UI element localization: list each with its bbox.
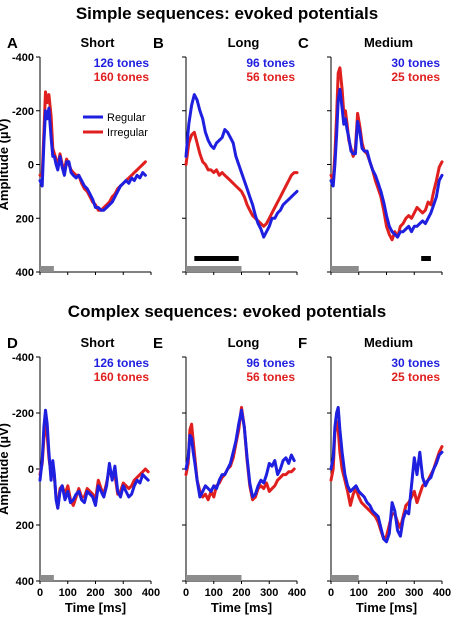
x-tick-label: 100 [205, 587, 223, 599]
series-line-irregular [184, 130, 299, 228]
panel-title: Long [228, 35, 260, 50]
x-axis-label: Time [ms] [211, 600, 272, 615]
y-tick-label: 0 [28, 160, 34, 172]
series-line-regular [329, 405, 444, 544]
panel-title: Long [228, 335, 260, 350]
count-irregular: 25 tones [391, 370, 440, 384]
panel-letter: C [298, 35, 309, 52]
x-tick-label: 0 [183, 587, 189, 599]
y-tick-label: -400 [12, 52, 34, 64]
stimulus-bar [40, 575, 54, 581]
panel-title: Medium [364, 35, 413, 50]
series-line-regular [38, 408, 150, 510]
y-axis-label: Amplitude (µV) [0, 423, 11, 515]
panel-title: Medium [364, 335, 413, 350]
y-tick-label: 400 [16, 267, 34, 279]
stimulus-bar [40, 266, 54, 272]
y-tick-label: -400 [12, 352, 34, 364]
x-tick-label: 300 [405, 587, 423, 599]
y-axis-label: Amplitude (µV) [0, 119, 11, 211]
legend-label-regular: Regular [107, 112, 146, 124]
y-tick-label: 400 [16, 576, 34, 588]
panel-letter: A [7, 35, 18, 52]
count-regular: 30 tones [391, 356, 440, 370]
x-tick-label: 200 [86, 587, 104, 599]
stimulus-bar [331, 575, 359, 581]
x-tick-label: 200 [377, 587, 395, 599]
legend-label-irregular: Irregular [107, 127, 148, 139]
count-irregular: 160 tones [94, 370, 150, 384]
panel-letter: E [153, 335, 163, 352]
x-tick-label: 300 [260, 587, 278, 599]
panel-letter: F [298, 335, 307, 352]
series-line-regular [184, 93, 299, 239]
count-regular: 30 tones [391, 56, 440, 70]
significance-bar [421, 256, 431, 261]
count-irregular: 160 tones [94, 70, 150, 84]
count-regular: 96 tones [246, 356, 295, 370]
x-axis-label: Time [ms] [356, 600, 417, 615]
stimulus-bar [331, 266, 359, 272]
y-tick-label: 0 [28, 464, 34, 476]
panel-letter: B [153, 35, 164, 52]
y-tick-label: -200 [12, 106, 34, 118]
count-irregular: 56 tones [246, 70, 295, 84]
x-tick-label: 200 [232, 587, 250, 599]
significance-bar [194, 256, 239, 261]
x-axis-label: Time [ms] [65, 600, 126, 615]
x-tick-label: 300 [114, 587, 132, 599]
panel-letter: D [7, 335, 18, 352]
count-regular: 126 tones [94, 56, 150, 70]
series-line-regular [38, 106, 147, 212]
panel-title: Short [81, 35, 116, 50]
series-line-irregular [329, 66, 444, 242]
section-title-simple: Simple sequences: evoked potentials [76, 4, 378, 23]
x-tick-label: 100 [59, 587, 77, 599]
count-irregular: 56 tones [246, 370, 295, 384]
x-tick-label: 100 [350, 587, 368, 599]
stimulus-bar [186, 575, 242, 581]
x-tick-label: 400 [142, 587, 160, 599]
count-irregular: 25 tones [391, 70, 440, 84]
y-tick-label: 200 [16, 520, 34, 532]
series-line-irregular [38, 90, 147, 212]
count-regular: 96 tones [246, 56, 295, 70]
stimulus-bar [186, 266, 242, 272]
x-tick-label: 0 [37, 587, 43, 599]
series-line-regular [329, 87, 444, 239]
series-line-regular [184, 408, 296, 499]
y-tick-label: 200 [16, 213, 34, 225]
section-title-complex: Complex sequences: evoked potentials [68, 302, 386, 321]
x-tick-label: 400 [433, 587, 451, 599]
count-regular: 126 tones [94, 356, 150, 370]
y-tick-label: -200 [12, 408, 34, 420]
panel-title: Short [81, 335, 116, 350]
x-tick-label: 0 [328, 587, 334, 599]
x-tick-label: 400 [288, 587, 306, 599]
